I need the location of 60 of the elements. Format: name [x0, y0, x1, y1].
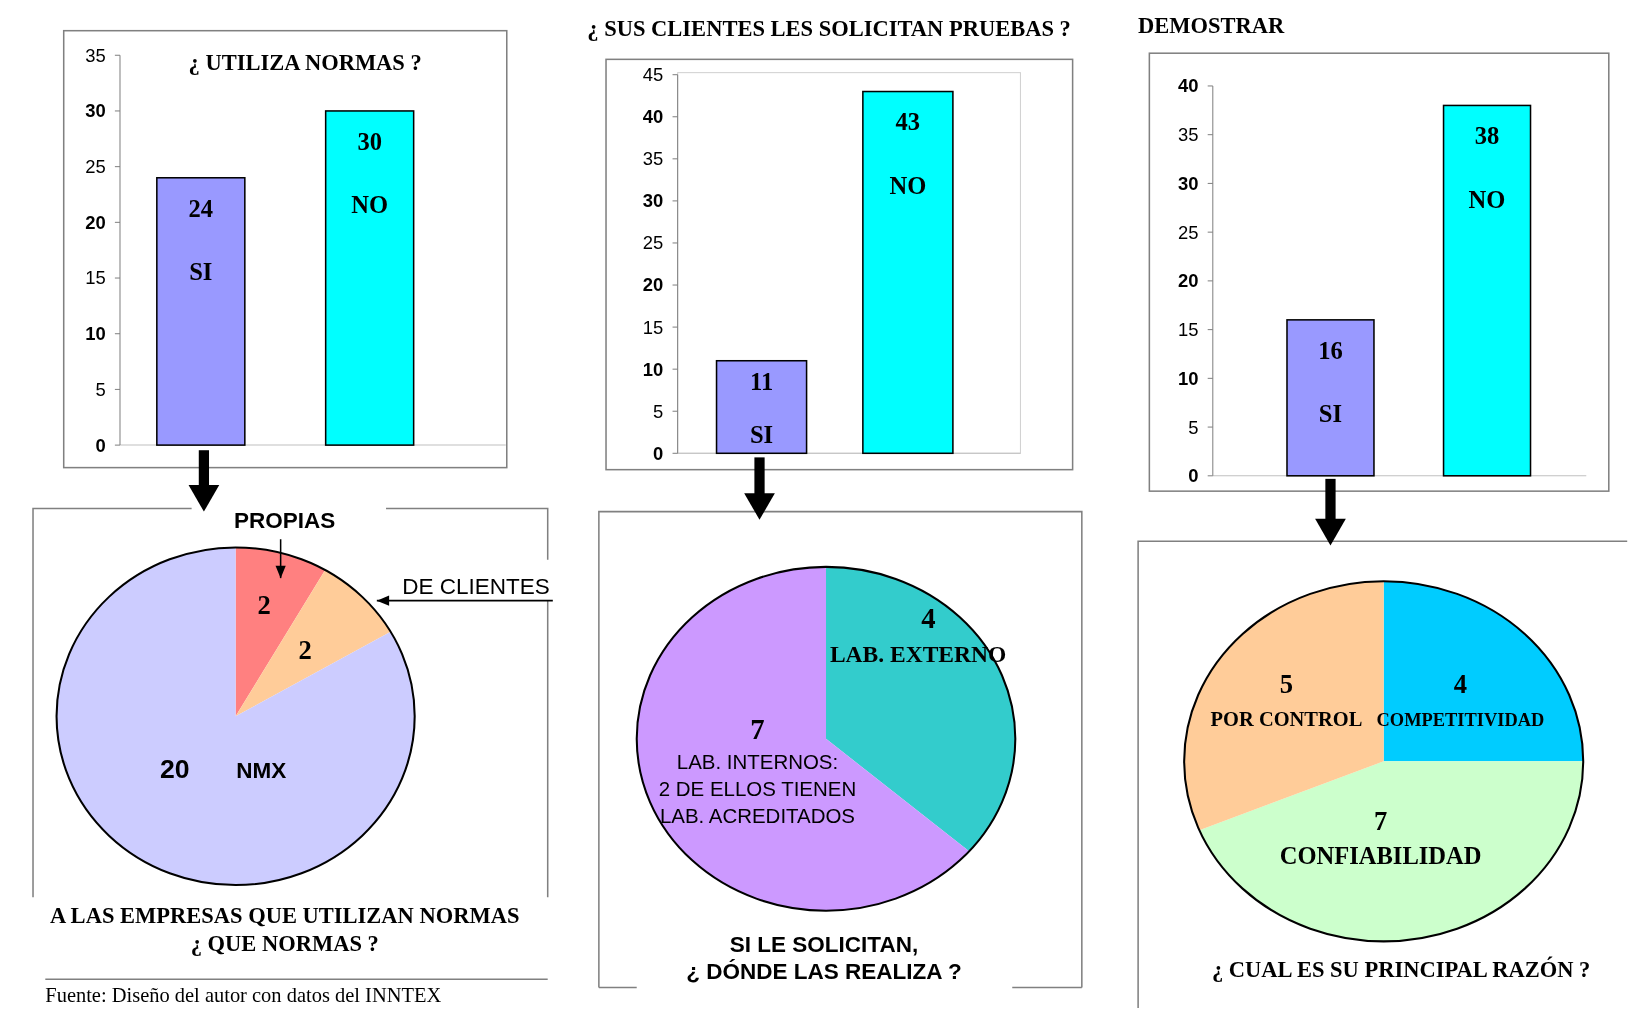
y-tick-label: 20 [1178, 270, 1199, 292]
data-label: 11 [749, 367, 774, 395]
data-label: 24 [188, 194, 214, 222]
y-tick-label: 20 [85, 211, 106, 233]
x-tick-label: SI [1318, 400, 1343, 428]
text: A LAS EMPRESAS QUE UTILIZAN NORMAS ¿ QUE NORMAS ? [50, 902, 520, 956]
y-tick-label: 25 [1178, 221, 1199, 243]
y-tick-label: 40 [642, 106, 664, 128]
slice-label: CONFIABILIDAD [1279, 841, 1482, 869]
y-tick-label: 40 [1178, 75, 1199, 97]
y-tick-label: 30 [642, 190, 664, 212]
text: SI LE SOLICITAN, ¿ DÓNDE LAS REALIZA ? [686, 931, 962, 985]
x-tick-label: NO [889, 171, 927, 199]
data-label: 5 [1279, 668, 1294, 699]
chart-title: ¿ UTILIZA NORMAS ? [188, 49, 422, 75]
data-label: 4 [1453, 668, 1468, 699]
data-label: 2 [298, 634, 312, 665]
y-tick-label: 5 [1188, 416, 1199, 438]
y-tick-label: 35 [85, 44, 106, 66]
y-tick-label: 0 [653, 442, 664, 464]
y-tick-label: 45 [642, 64, 664, 86]
y-tick-label: 20 [642, 274, 664, 296]
y-tick-label: 5 [653, 400, 664, 422]
slice-label: NMX [236, 757, 287, 783]
y-tick-label: 30 [1178, 172, 1199, 194]
x-tick-label: SI [189, 258, 213, 286]
y-tick-label: 0 [1188, 465, 1199, 487]
y-tick-label: 15 [642, 316, 664, 338]
data-label: 16 [1318, 336, 1343, 364]
slice-label: PROPIAS [234, 507, 336, 533]
chart-title: DEMOSTRAR [1138, 12, 1286, 38]
data-label: 20 [159, 753, 190, 784]
data-label: 38 [1474, 122, 1500, 150]
y-tick-label: 35 [1178, 124, 1199, 146]
slice-label: POR CONTROL [1210, 708, 1363, 731]
y-tick-label: 15 [85, 267, 106, 289]
y-tick-label: 30 [85, 100, 106, 122]
data-label: 30 [357, 127, 382, 155]
y-tick-label: 25 [85, 156, 106, 178]
slice-label: LAB. INTERNOS: 2 DE ELLOS TIENEN LAB. ACREDITADOS [658, 750, 857, 827]
text: ¿ CUAL ES SU PRINCIPAL RAZÓN ? [1211, 956, 1591, 983]
x-tick-label: NO [351, 191, 389, 219]
x-tick-label: SI [749, 421, 774, 449]
data-label: 7 [1373, 805, 1388, 836]
source-note: Fuente: Diseño del autor con datos del INNTEX [45, 983, 442, 1006]
y-tick-label: 5 [95, 378, 106, 400]
y-tick-label: 0 [95, 434, 106, 456]
y-tick-label: 15 [1178, 319, 1199, 341]
y-tick-label: 10 [642, 358, 664, 380]
data-label: 2 [257, 589, 271, 620]
y-tick-label: 25 [642, 232, 664, 254]
data-label: 7 [750, 712, 765, 745]
y-tick-label: 10 [85, 323, 106, 345]
data-label: 4 [921, 602, 936, 635]
y-tick-label: 35 [642, 148, 664, 170]
y-tick-label: 10 [1178, 367, 1199, 389]
slice-label: DE CLIENTES [402, 574, 550, 600]
x-tick-label: NO [1468, 185, 1506, 213]
chart-title: ¿ SUS CLIENTES LES SOLICITAN PRUEBAS ? [587, 15, 1071, 41]
data-label: 43 [895, 108, 921, 136]
